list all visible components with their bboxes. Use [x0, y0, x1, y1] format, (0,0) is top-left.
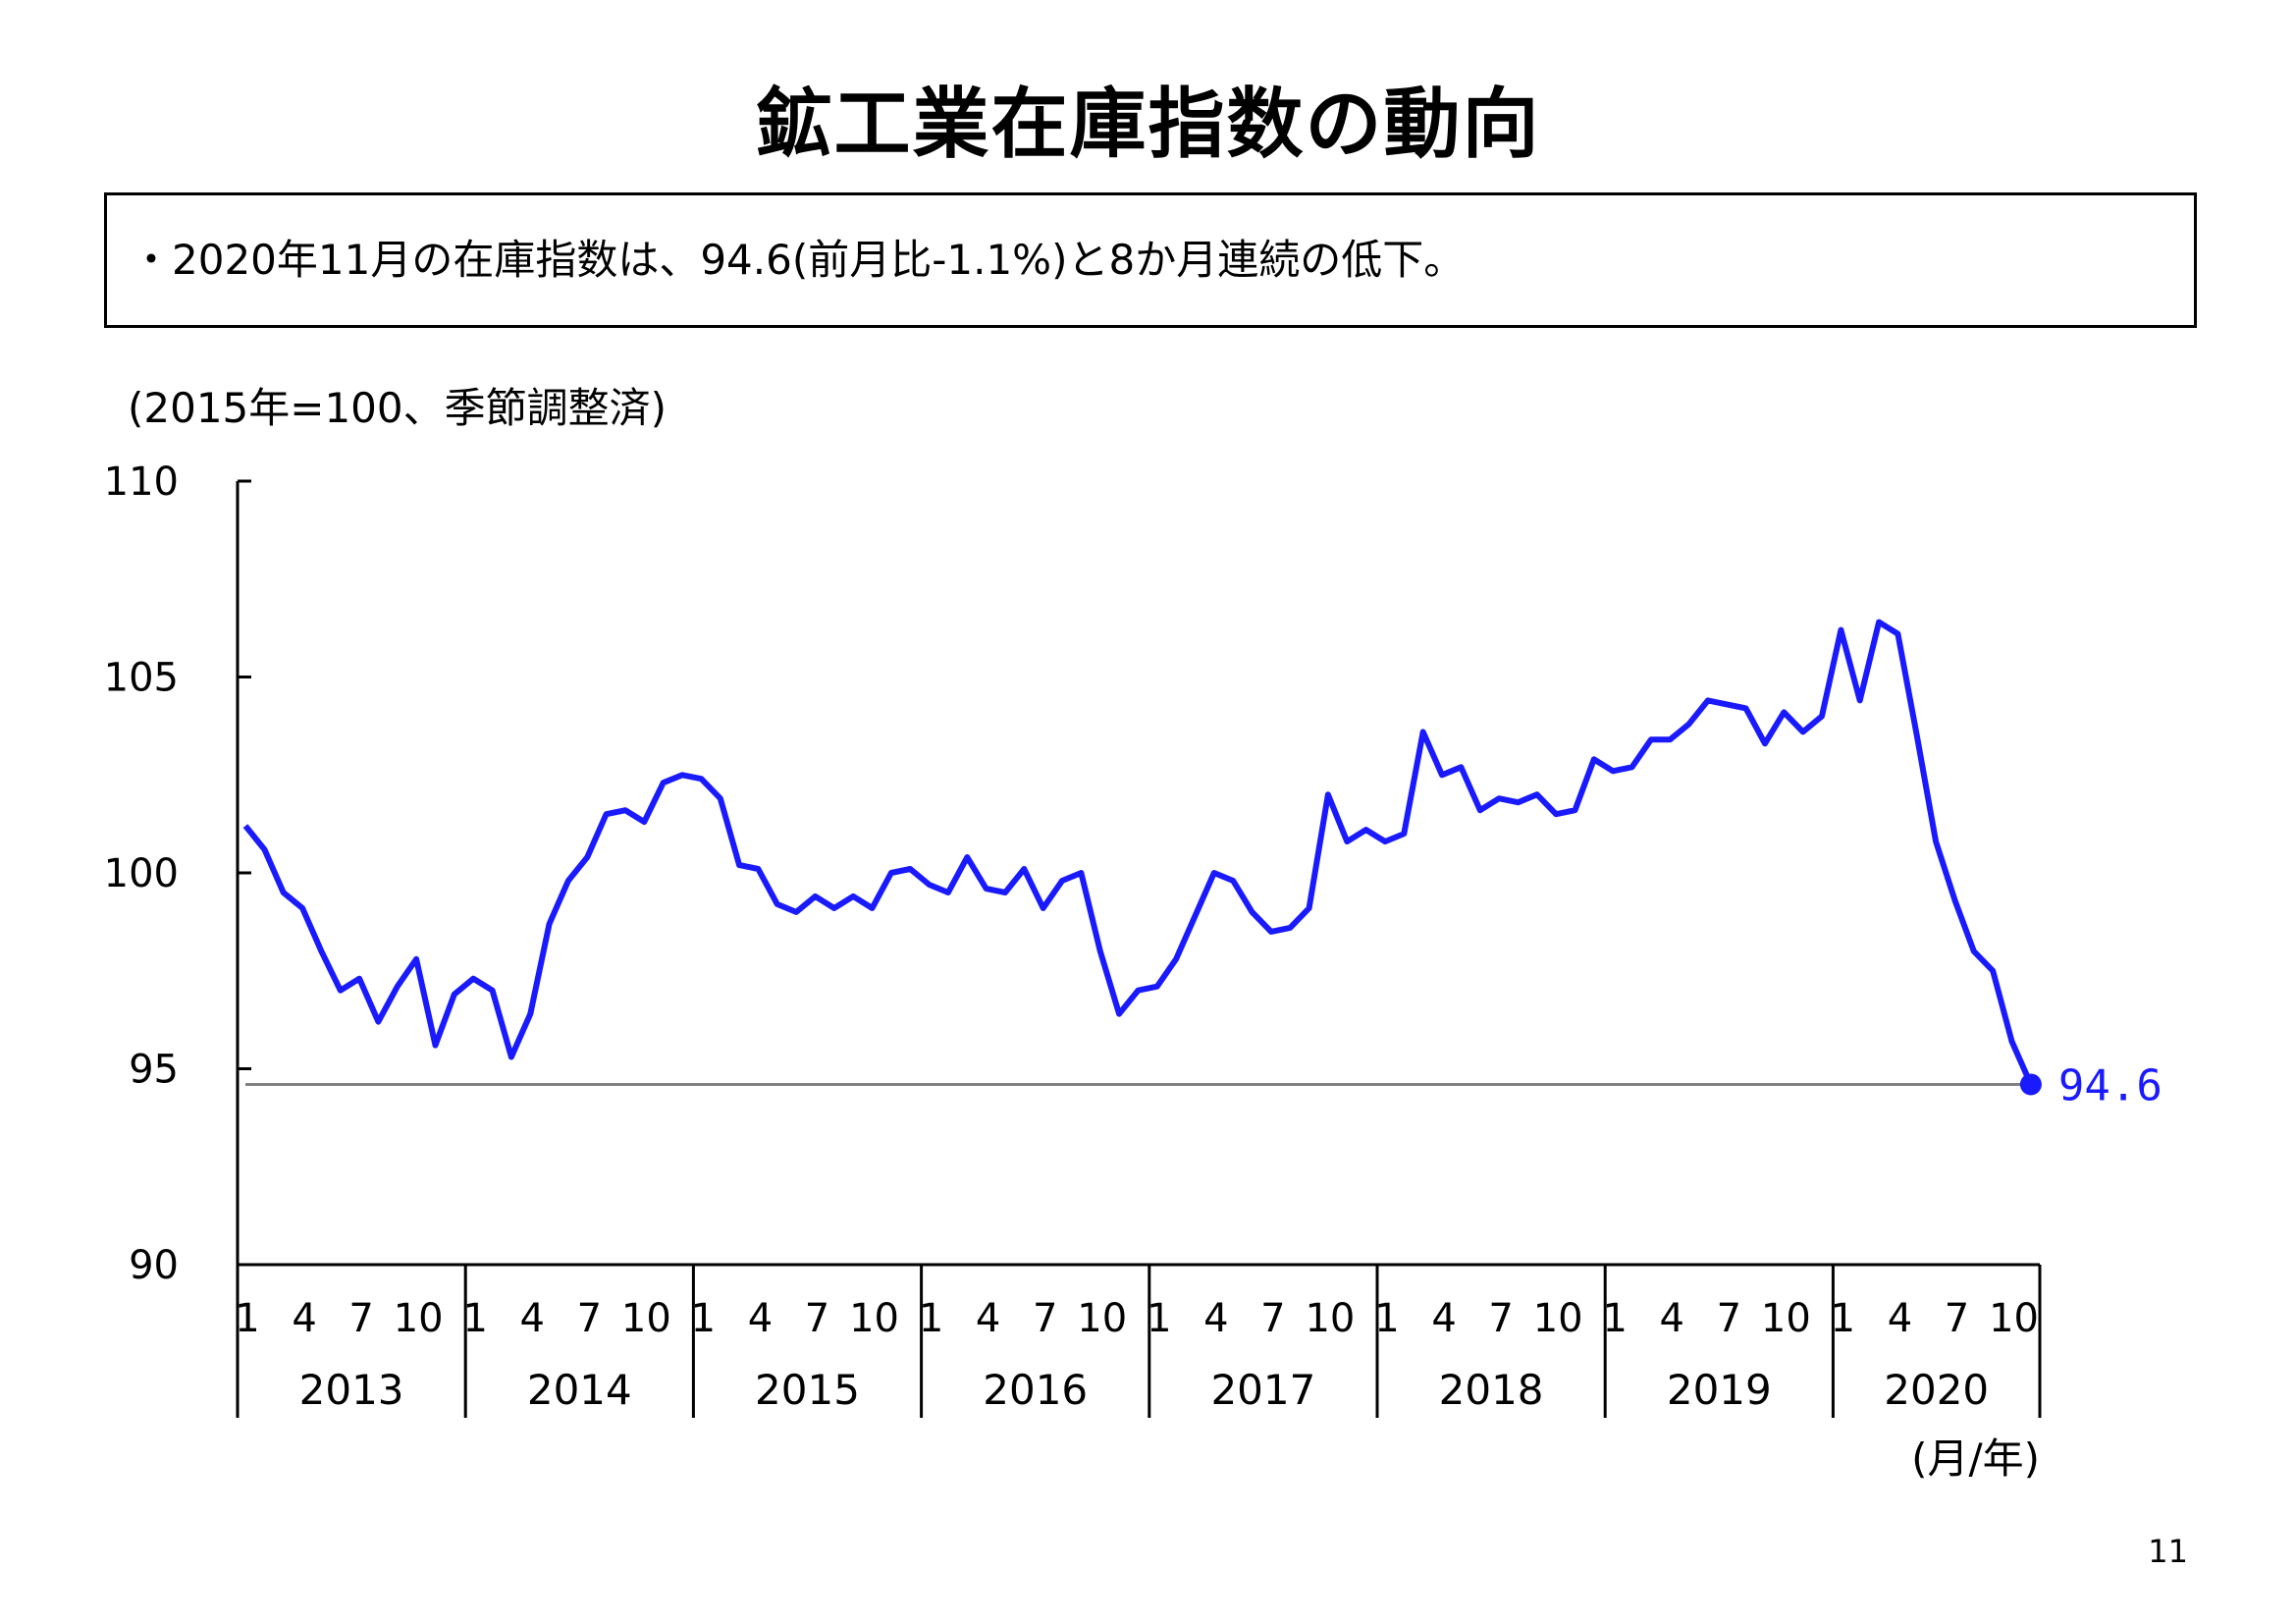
summary-text: ・2020年11月の在庫指数は、94.6(前月比-1.1%)と8か月連続の低下。: [131, 236, 1466, 284]
unit-note: (2015年=100、季節調整済): [128, 384, 667, 432]
year-label: 2013: [299, 1366, 404, 1414]
y-tick-label: 110: [104, 460, 179, 505]
month-tick-label: 7: [577, 1296, 602, 1341]
month-tick-label: 10: [1533, 1296, 1583, 1341]
month-tick-label: 4: [292, 1296, 316, 1341]
month-tick-label: 4: [976, 1296, 1000, 1341]
last-point-marker: [2019, 1073, 2042, 1096]
month-tick-label: 10: [1761, 1296, 1811, 1341]
year-label: 2016: [983, 1366, 1088, 1414]
year-label: 2017: [1210, 1366, 1315, 1414]
y-tick-label: 100: [104, 851, 179, 896]
year-label: 2014: [527, 1366, 632, 1414]
month-tick-label: 1: [1831, 1296, 1855, 1341]
y-tick-label: 95: [129, 1048, 179, 1093]
month-tick-label: 1: [462, 1296, 487, 1341]
chart-axes: [236, 481, 2040, 1267]
page-number: 11: [2148, 1533, 2188, 1570]
year-label: 2019: [1667, 1366, 1772, 1414]
month-tick-label: 4: [1888, 1296, 1912, 1341]
summary-box: ・2020年11月の在庫指数は、94.6(前月比-1.1%)と8か月連続の低下。: [104, 192, 2197, 328]
year-label: 2020: [1884, 1366, 1989, 1414]
month-tick-label: 1: [1147, 1296, 1171, 1341]
month-tick-label: 7: [1717, 1296, 1741, 1341]
y-axis-ticks: 110 105 100 95 90: [104, 460, 251, 1288]
year-label: 2015: [755, 1366, 860, 1414]
month-tick-label: 1: [235, 1296, 259, 1341]
y-tick-label: 90: [129, 1243, 179, 1288]
page-title: 鉱工業在庫指数の動向: [755, 81, 1541, 169]
month-tick-label: 7: [1945, 1296, 1969, 1341]
month-tick-label: 10: [849, 1296, 899, 1341]
month-tick-label: 4: [1431, 1296, 1456, 1341]
month-tick-label: 7: [1488, 1296, 1513, 1341]
month-tick-label: 4: [1660, 1296, 1684, 1341]
month-tick-label: 4: [1203, 1296, 1228, 1341]
month-tick-label: 4: [520, 1296, 545, 1341]
month-tick-label: 1: [1374, 1296, 1399, 1341]
last-value-label: 94.6: [2058, 1060, 2163, 1110]
month-tick-label: 10: [1989, 1296, 2039, 1341]
month-tick-label: 10: [394, 1296, 444, 1341]
month-tick-label: 10: [1077, 1296, 1127, 1341]
month-tick-label: 1: [691, 1296, 716, 1341]
month-tick-label: 4: [748, 1296, 773, 1341]
month-tick-label: 10: [1305, 1296, 1355, 1341]
year-label: 2018: [1439, 1366, 1544, 1414]
y-tick-label: 105: [104, 656, 179, 701]
month-tick-label: 10: [621, 1296, 671, 1341]
month-tick-label: 1: [919, 1296, 943, 1341]
series-line: [242, 619, 2034, 1086]
x-axis-unit-label: (月/年): [1911, 1435, 2040, 1483]
month-tick-label: 1: [1602, 1296, 1627, 1341]
month-tick-label: 7: [1033, 1296, 1057, 1341]
month-tick-label: 7: [1260, 1296, 1285, 1341]
month-tick-label: 7: [348, 1296, 373, 1341]
month-tick-label: 7: [805, 1296, 829, 1341]
